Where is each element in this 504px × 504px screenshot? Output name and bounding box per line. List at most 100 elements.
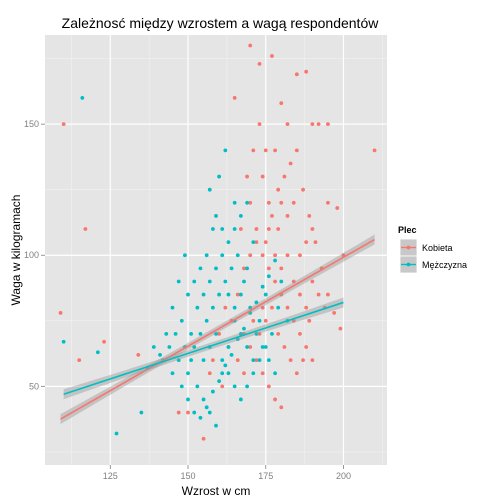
data-point <box>232 96 237 100</box>
data-point <box>195 305 200 310</box>
data-point <box>257 122 262 127</box>
data-point <box>257 61 262 66</box>
data-point <box>260 305 265 310</box>
data-point <box>186 371 190 376</box>
data-point <box>192 345 197 349</box>
data-point <box>279 200 284 205</box>
data-point <box>285 253 290 258</box>
data-point <box>232 305 237 310</box>
data-point <box>80 96 85 100</box>
data-point <box>192 410 197 415</box>
data-point <box>195 384 200 389</box>
data-point <box>95 350 100 355</box>
data-point <box>238 214 243 218</box>
grid <box>45 35 387 465</box>
data-point <box>251 358 256 363</box>
data-point <box>235 358 240 363</box>
data-point <box>186 397 190 402</box>
data-point <box>201 397 206 402</box>
x-tick-label: 175 <box>258 471 273 481</box>
data-point <box>226 292 231 297</box>
data-point <box>207 279 212 284</box>
trend-line <box>60 238 375 420</box>
data-point <box>310 358 315 363</box>
data-point <box>223 363 228 368</box>
data-point <box>229 266 234 271</box>
data-point <box>248 345 253 349</box>
data-point <box>273 279 277 284</box>
data-point <box>232 200 237 205</box>
data-point <box>198 266 203 271</box>
data-point <box>210 358 215 363</box>
data-point <box>257 318 262 323</box>
chart-title: Zależnosć między wzrostem a wagą respond… <box>62 15 380 31</box>
data-point <box>260 371 265 376</box>
data-point <box>282 174 287 179</box>
data-point <box>332 311 337 315</box>
data-point <box>114 431 119 436</box>
legend: Plec Kobieta Mężczyzna <box>398 225 467 274</box>
data-point <box>307 318 312 323</box>
data-point <box>245 384 249 389</box>
data-point <box>263 148 268 153</box>
data-point <box>207 410 212 415</box>
data-point <box>288 161 293 166</box>
data-point <box>338 326 343 331</box>
data-point <box>223 279 228 284</box>
data-point <box>260 253 265 258</box>
data-point <box>263 240 268 245</box>
data-point <box>270 305 274 310</box>
data-point <box>291 200 296 205</box>
data-point <box>186 410 190 415</box>
data-point <box>288 358 293 363</box>
data-point <box>273 253 277 258</box>
data-point <box>251 371 256 376</box>
data-point <box>58 311 63 315</box>
trend-lines <box>60 234 375 425</box>
data-point <box>102 339 106 344</box>
data-point <box>285 305 290 310</box>
data-point <box>238 227 243 231</box>
data-point <box>220 358 225 363</box>
data-point <box>139 410 144 415</box>
legend-title: Plec <box>398 225 417 235</box>
data-point <box>254 227 259 231</box>
data-point <box>254 240 259 245</box>
data-point <box>220 384 225 389</box>
data-point <box>248 253 253 258</box>
legend-label: Kobieta <box>422 243 453 253</box>
data-point <box>257 332 262 336</box>
data-point <box>226 371 231 376</box>
data-point <box>176 410 181 415</box>
legend-key-point <box>406 245 411 250</box>
data-point <box>220 371 225 376</box>
data-point <box>276 187 281 192</box>
data-point <box>201 292 206 297</box>
data-point <box>294 371 299 376</box>
data-point <box>326 292 330 297</box>
data-point <box>304 240 309 245</box>
data-point <box>245 174 249 179</box>
data-point <box>179 318 184 323</box>
data-point <box>260 345 265 349</box>
data-point <box>183 253 187 258</box>
y-tick-label: 50 <box>29 381 39 391</box>
data-point <box>298 253 302 258</box>
data-point <box>276 332 281 336</box>
data-point <box>301 358 305 363</box>
data-point <box>204 318 209 323</box>
data-point <box>242 266 246 271</box>
data-point <box>248 43 253 48</box>
data-point <box>232 384 237 389</box>
data-point <box>335 206 340 210</box>
data-point <box>273 258 277 263</box>
data-point <box>260 174 265 179</box>
data-point <box>282 345 287 349</box>
data-point <box>276 227 281 231</box>
data-point <box>266 200 271 205</box>
data-point <box>248 200 253 205</box>
data-point <box>294 148 299 153</box>
data-point <box>207 371 212 376</box>
data-point <box>270 214 274 218</box>
data-point <box>245 266 249 271</box>
